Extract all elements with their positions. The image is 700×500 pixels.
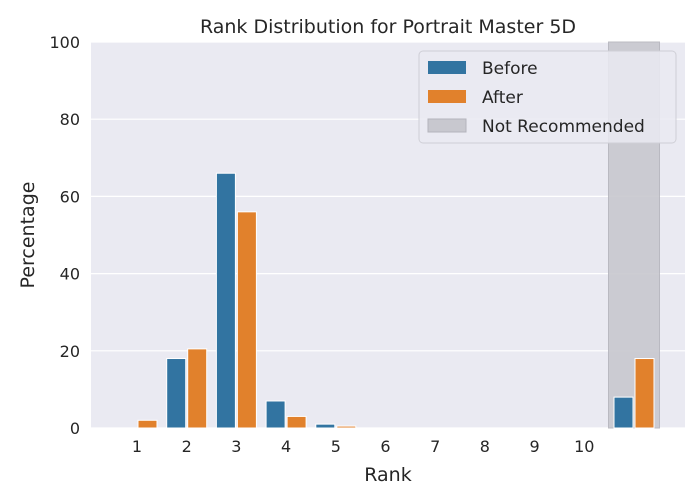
x-tick-label: 3 <box>231 437 241 456</box>
bar-after-1 <box>137 419 158 429</box>
y-tick-label: 0 <box>70 419 80 438</box>
bar-after-not-recommended <box>634 358 655 429</box>
y-tick-label: 60 <box>60 187 80 206</box>
y-tick-label: 20 <box>60 342 80 361</box>
chart-title: Rank Distribution for Portrait Master 5D <box>200 16 576 38</box>
legend-swatch <box>428 61 466 74</box>
bar-after-4 <box>286 415 307 429</box>
x-tick-label: 8 <box>480 437 490 456</box>
y-tick-labels: 0 20 40 60 80 100 <box>49 33 80 438</box>
y-tick-label: 80 <box>60 110 80 129</box>
bar-before-not-recommended <box>613 396 634 429</box>
legend-label: Not Recommended <box>482 117 645 137</box>
legend-swatch <box>428 90 466 103</box>
legend: Before After Not Recommended <box>418 50 677 144</box>
x-tick-label: 7 <box>430 437 440 456</box>
x-tick-label: 6 <box>380 437 390 456</box>
y-tick-label: 100 <box>49 33 80 52</box>
bar-after-2 <box>187 348 208 429</box>
x-axis-label: Rank <box>364 464 411 486</box>
x-tick-label: 2 <box>182 437 192 456</box>
y-tick-label: 40 <box>60 265 80 284</box>
bar-before-4 <box>265 400 286 429</box>
bar-before-3 <box>215 172 236 429</box>
legend-label: Before <box>482 59 538 79</box>
bar-after-3 <box>236 211 257 429</box>
bar-after-5 <box>336 425 357 429</box>
x-tick-labels: 1 2 3 4 5 6 7 8 9 10 <box>132 437 595 456</box>
x-tick-label: 4 <box>281 437 291 456</box>
legend-box <box>418 50 677 144</box>
x-tick-label: 9 <box>530 437 540 456</box>
bar-before-2 <box>166 358 187 429</box>
x-tick-label: 10 <box>574 437 594 456</box>
bar-before-5 <box>315 423 336 429</box>
bars <box>137 172 655 429</box>
legend-swatch <box>427 118 467 133</box>
x-tick-label: 5 <box>331 437 341 456</box>
x-tick-label: 1 <box>132 437 142 456</box>
legend-label: After <box>482 88 523 108</box>
y-axis-label: Percentage <box>17 182 39 289</box>
